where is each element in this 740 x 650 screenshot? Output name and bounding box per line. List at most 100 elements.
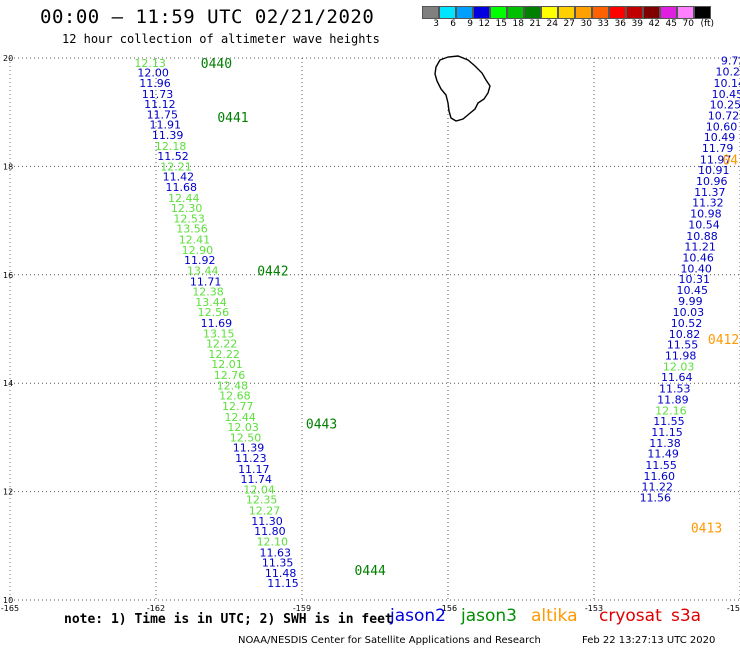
y-tick-label: 20 [3,54,13,63]
swh-label: 11.39 [233,442,265,455]
pass-time-label: 0444 [355,564,386,579]
swh-label: 11.91 [149,119,181,132]
swh-label: 12.68 [219,390,251,403]
colorbar-label: 9 [467,19,473,29]
colorbar-label: 6 [450,19,456,29]
swh-label: 10.46 [682,251,714,264]
colorbar-swatch [643,6,660,19]
colorbar-swatch [626,6,643,19]
swh-label: 11.63 [259,546,291,559]
colorbar-swatch [507,6,524,19]
swh-label: 11.96 [139,77,171,90]
swh-label: 12.18 [155,140,187,153]
colorbar-swatch [456,6,473,19]
swh-label: 12.27 [249,505,281,518]
x-tick-label: -15 [727,604,740,613]
y-tick-label: 16 [3,271,13,280]
swh-label: 10.22 [715,66,740,79]
swh-label: 12.76 [214,369,246,382]
swh-label: 10.14 [714,77,740,90]
swh-label: 11.80 [254,525,286,538]
x-tick-label: -162 [147,604,165,613]
colorbar-label: 33 [597,19,609,29]
swh-label: 12.13 [134,57,166,70]
swh-label: 11.92 [184,254,216,267]
pass-time-label: 0442 [257,264,288,279]
swh-label: 12.56 [198,306,230,319]
colorbar-swatch [609,6,626,19]
colorbar-labels: 3 6 9 12 15 18 21 24 27 30 33 36 39 42 45 70 (ft) [422,19,714,29]
colorbar-swatch [524,6,541,19]
swh-label: 12.22 [208,348,240,361]
colorbar-label: 21 [529,19,541,29]
swh-label: 12.35 [246,494,278,507]
swh-label: 10.88 [686,230,718,243]
colorbar-label: 42 [648,19,660,29]
swh-label: 11.15 [267,577,299,590]
time-labels: 0440 0441 0442 0443 0444 04 0412 0413 [201,57,739,579]
swh-label: 12.50 [230,431,262,444]
swh-label: 11.74 [241,473,273,486]
swh-label: 10.72 [708,109,740,122]
legend-cryosat: cryosat [599,606,662,626]
swh-label: 12.77 [222,400,254,413]
colorbar-swatch [558,6,575,19]
pass-time-label: 0413 [691,521,722,536]
swh-label: 10.52 [671,317,703,330]
swh-label: 11.32 [692,197,724,210]
colorbar-swatch [677,6,694,19]
swh-label: 10.25 [710,99,740,112]
colorbar-label: 36 [614,19,626,29]
swh-label: 10.45 [712,88,740,101]
swh-label: 11.55 [667,339,699,352]
colorbar-label: 3 [433,19,439,29]
swh-label: 12.53 [173,212,205,225]
x-tick-label: -153 [585,604,603,613]
chart-title: 00:00 – 11:59 UTC 02/21/2020 [40,6,375,28]
legend-jason3: jason3 [461,606,517,626]
swh-label: 13.15 [203,327,235,340]
y-tick-label: 10 [3,596,13,605]
pass-time-label: 0412 [708,333,739,348]
swh-label: 11.22 [642,481,674,494]
colorbar-label: 15 [495,19,507,29]
colorbar-label: 45 [665,19,677,29]
swh-label: 11.37 [694,186,726,199]
y-tick-label: 14 [3,379,13,388]
colorbar-swatches [422,6,714,19]
swh-label: 12.41 [179,234,211,247]
swh-label: 11.71 [190,275,222,288]
swh-label: 10.98 [690,208,722,221]
swh-label: 10.91 [698,164,730,177]
colorbar-label: 12 [478,19,490,29]
swh-label: 10.31 [679,273,711,286]
swh-label: 11.56 [640,492,672,505]
swh-label: 12.21 [160,160,192,173]
colorbar-label: 27 [563,19,575,29]
swh-label: 12.04 [243,483,275,496]
colorbar-swatch [592,6,609,19]
swh-label: 10.49 [704,131,736,144]
swh-label: 12.16 [655,404,687,417]
swh-label: 11.55 [645,459,677,472]
swh-label: 11.75 [147,108,179,121]
swh-label: 9.99 [678,295,703,308]
swh-label: 13.44 [195,296,227,309]
swh-label: 11.12 [144,98,176,111]
x-tick-label: -165 [1,604,19,613]
colorbar-swatch [490,6,507,19]
pass-time-label: 0443 [306,417,337,432]
swh-label: 10.54 [688,218,720,231]
colorbar-label: 18 [512,19,524,29]
colorbar-swatch [694,6,711,19]
swh-label: 11.69 [201,317,233,330]
swh-label: 11.89 [657,393,689,406]
colorbar-swatch [422,6,439,19]
swh-label: 12.90 [182,244,214,257]
y-tick-label: 18 [3,162,13,171]
swh-label: 11.64 [661,371,693,384]
colorbar-swatch [575,6,592,19]
swh-label: 12.44 [224,411,256,424]
swh-label: 12.00 [137,67,169,80]
swh-label: 12.44 [168,192,200,205]
